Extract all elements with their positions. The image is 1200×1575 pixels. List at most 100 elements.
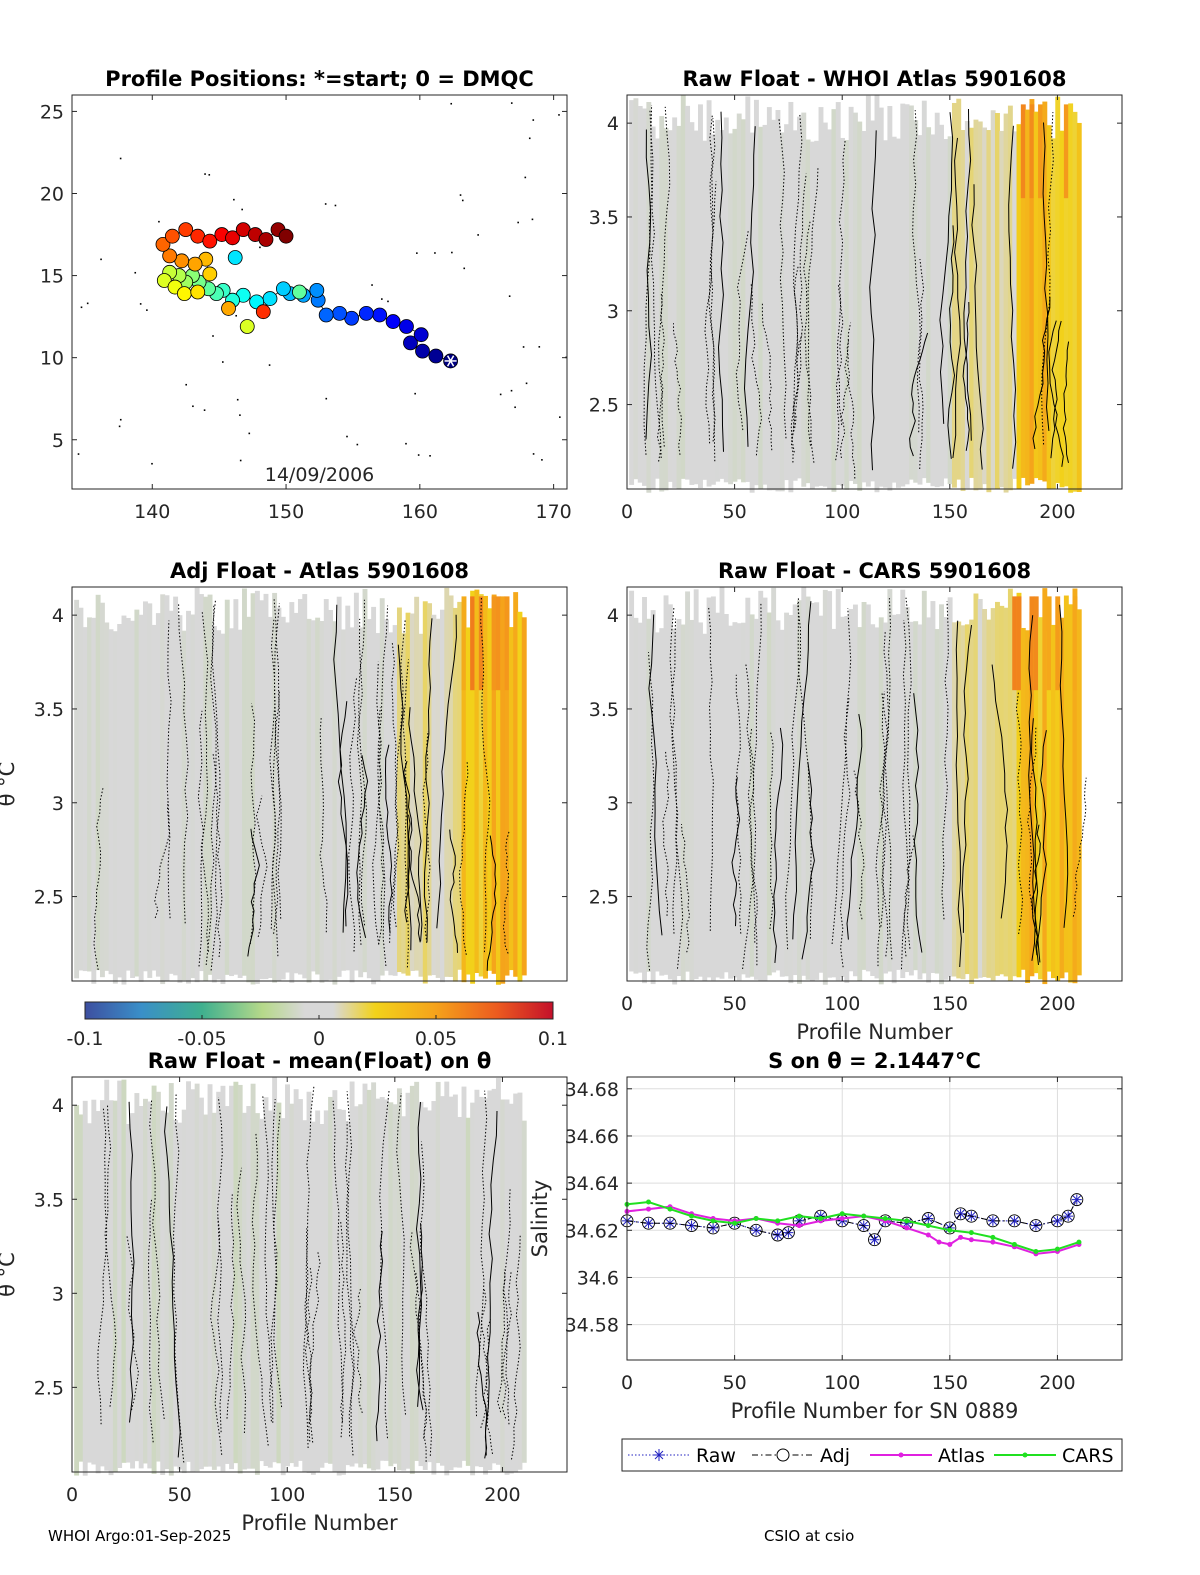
- heatmap-column: [448, 595, 454, 977]
- heatmap-column: [345, 605, 351, 971]
- heatmap-column: [848, 106, 854, 482]
- x-tick-label: 140: [134, 501, 170, 523]
- cars-marker: [753, 1216, 759, 1221]
- x-tick-label: 100: [824, 993, 860, 1015]
- heatmap-column: [809, 141, 815, 490]
- heatmap-column: [753, 99, 759, 486]
- profile-marker: [262, 291, 278, 306]
- heatmap-column: [835, 102, 841, 485]
- heatmap-column: [951, 102, 957, 488]
- heatmap-column: [1012, 131, 1018, 479]
- heatmap-column: [362, 1083, 368, 1465]
- contour-line: [673, 323, 683, 455]
- heatmap-column: [951, 622, 957, 977]
- y-tick-label: 3.5: [589, 207, 619, 229]
- island-speck: [538, 346, 541, 348]
- island-speck: [451, 251, 453, 254]
- heatmap-column: [999, 130, 1005, 488]
- heatmap-column: [766, 107, 772, 491]
- profile-marker: [156, 273, 172, 288]
- heatmap-column: [990, 608, 996, 981]
- contour-line: [164, 1106, 181, 1458]
- heatmap-column: [233, 599, 239, 975]
- cars-marker: [882, 1216, 888, 1221]
- contour-line: [128, 1101, 135, 1423]
- heatmap-column: [663, 128, 669, 491]
- heatmap-column: [194, 1083, 200, 1472]
- heatmap-column: [874, 95, 880, 493]
- x-tick-label: 50: [723, 1372, 747, 1394]
- heatmap-column: [250, 1083, 256, 1469]
- heatmap-column: [904, 104, 910, 485]
- contour-lines: [643, 104, 1070, 479]
- heatmap-column: [719, 130, 725, 479]
- heatmap-column: [427, 603, 433, 976]
- atlas-marker: [904, 1225, 910, 1231]
- island-speck: [80, 306, 83, 309]
- heatmap-column: [1059, 617, 1065, 979]
- cars-marker: [904, 1218, 910, 1224]
- island-marks: [77, 102, 568, 465]
- heatmap-column: [676, 619, 682, 977]
- heatmap-column: [977, 598, 983, 978]
- heatmap-column: [491, 594, 497, 974]
- island-speck: [414, 392, 416, 395]
- gridlines: [626, 1077, 1122, 1360]
- heatmap-column: [405, 612, 411, 976]
- footer-right: CSIO at csio: [764, 1527, 855, 1545]
- heatmap-column: [926, 617, 932, 983]
- contour-line: [708, 114, 716, 442]
- heatmap-column: [995, 601, 1000, 976]
- contour-line: [941, 601, 949, 920]
- heatmap-column: [87, 617, 92, 972]
- island-speck: [235, 314, 237, 317]
- legend-label: Raw: [696, 1445, 736, 1467]
- heatmap-column: [138, 614, 144, 982]
- heatmap-column: [457, 1116, 463, 1468]
- island-speck: [463, 267, 466, 270]
- heatmap-column: [366, 1089, 372, 1469]
- island-speck: [532, 453, 535, 455]
- contour-line: [1036, 730, 1047, 965]
- heatmap-column: [207, 594, 213, 975]
- start-star: [444, 355, 457, 367]
- heatmap-column: [728, 625, 734, 979]
- series-line: [626, 1200, 1080, 1253]
- heatmap-column: [908, 621, 914, 976]
- heatmap-column: [921, 100, 927, 479]
- heatmap-column: [440, 609, 445, 983]
- heatmap-column: [977, 121, 983, 490]
- heatmap-column: [396, 1088, 402, 1471]
- contour-line: [166, 620, 172, 919]
- contour-line: [962, 301, 970, 451]
- y-tick-label: 3: [52, 793, 64, 815]
- heatmap-column: [654, 138, 660, 479]
- heatmap-column: [964, 121, 970, 489]
- heatmap-column: [710, 134, 716, 485]
- heatmap-column: [211, 1112, 217, 1470]
- heatmap-column: [908, 105, 914, 480]
- panel-title: Adj Float - Atlas 5901608: [170, 559, 469, 583]
- heatmap-column: [198, 1097, 204, 1470]
- heatmap-column: [138, 1105, 144, 1469]
- heatmap-column: [353, 1106, 359, 1464]
- heatmap-column: [444, 587, 450, 977]
- contour-line: [93, 786, 104, 970]
- profile-marker-extra: [227, 250, 243, 265]
- heatmap-column: [198, 594, 204, 972]
- contour-line: [835, 285, 844, 461]
- heatmap-column: [689, 122, 695, 485]
- heatmap-hot-cell: [1033, 596, 1039, 691]
- heatmap-column: [229, 628, 235, 977]
- heatmap-column: [422, 601, 428, 984]
- heatmap-column: [371, 606, 377, 985]
- heatmap-column: [1012, 602, 1018, 977]
- heatmap-column: [702, 140, 708, 480]
- adj-marker: [1070, 1193, 1084, 1207]
- start-star-stroke: [446, 355, 455, 367]
- heatmap-column: [852, 112, 858, 484]
- heatmap-column: [672, 117, 678, 488]
- heatmap-column: [246, 1106, 252, 1469]
- heatmap-column: [650, 610, 656, 985]
- heatmap-column: [349, 627, 355, 983]
